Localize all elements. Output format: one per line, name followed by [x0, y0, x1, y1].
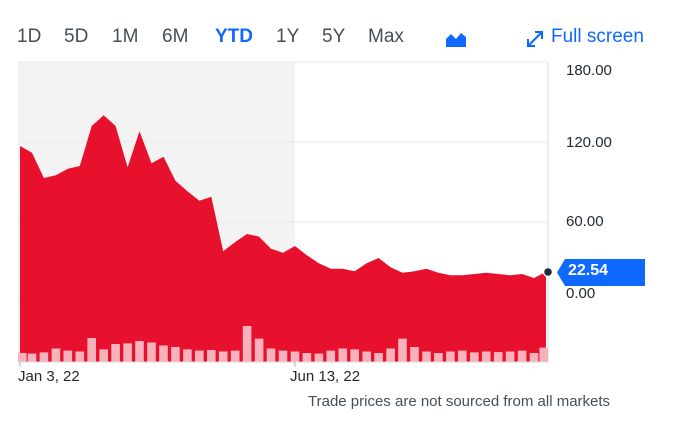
volume-bar	[326, 350, 336, 362]
volume-bar	[75, 351, 85, 362]
volume-bar	[171, 347, 180, 362]
volume-bar	[135, 341, 144, 362]
volume-bar	[51, 348, 61, 362]
current-price-marker	[542, 266, 554, 278]
volume-bar	[266, 348, 276, 362]
volume-bar	[254, 338, 264, 362]
volume-bar	[302, 353, 312, 362]
range-1d-button[interactable]: 1D	[17, 26, 42, 47]
range-5y-button[interactable]: 5Y	[322, 26, 346, 47]
x-tick-label: Jun 13, 22	[290, 368, 361, 385]
range-5d-button[interactable]: 5D	[64, 26, 89, 47]
y-tick-label: 120.00	[566, 134, 612, 151]
range-6m-button[interactable]: 6M	[162, 26, 189, 47]
volume-bar	[195, 350, 204, 362]
volume-bar	[505, 351, 515, 362]
range-1y-button[interactable]: 1Y	[276, 26, 300, 47]
range-max-button[interactable]: Max	[368, 26, 404, 47]
volume-bar	[434, 353, 443, 362]
volume-bar	[529, 353, 539, 362]
volume-bar	[278, 350, 288, 362]
volume-bar	[147, 342, 156, 362]
x-tick-label: Jan 3, 22	[18, 368, 80, 385]
volume-bar	[63, 350, 73, 362]
data-disclaimer: Trade prices are not sourced from all ma…	[308, 393, 611, 410]
volume-bar	[517, 350, 527, 362]
volume-bar	[111, 344, 120, 362]
volume-bar	[362, 351, 371, 362]
volume-bar	[87, 338, 96, 362]
volume-bar	[230, 350, 240, 362]
volume-bar	[458, 350, 467, 362]
range-selector: 1D 5D 1M 6M YTD 1Y 5Y Max Full screen	[0, 0, 676, 60]
volume-bar	[99, 349, 108, 362]
volume-bar	[422, 351, 431, 362]
volume-bar	[350, 349, 359, 362]
volume-bar	[398, 338, 407, 362]
volume-bar	[470, 352, 479, 362]
y-tick-label: 180.00	[566, 62, 612, 79]
volume-bar	[39, 352, 49, 362]
volume-bar	[290, 351, 300, 362]
volume-bar	[159, 345, 168, 362]
y-tick-label: 0.00	[566, 285, 596, 302]
volume-bar	[27, 353, 37, 362]
volume-bar	[242, 326, 252, 362]
volume-bar	[493, 352, 503, 362]
fullscreen-label: Full screen	[551, 26, 644, 47]
volume-bar	[386, 348, 395, 362]
volume-bar	[123, 343, 132, 362]
range-ytd-button[interactable]: YTD	[215, 26, 253, 47]
volume-bar	[218, 351, 228, 362]
volume-bar	[481, 351, 491, 362]
volume-bar	[539, 347, 548, 362]
volume-bar	[446, 351, 455, 362]
volume-bar	[374, 353, 383, 362]
volume-bar	[338, 348, 348, 362]
current-price-badge: 22.54	[557, 259, 645, 286]
volume-bar	[18, 353, 27, 362]
volume-bar	[314, 353, 324, 362]
volume-bar	[183, 349, 192, 362]
volume-bar	[410, 347, 419, 362]
price-area	[20, 115, 546, 362]
expand-arrows-icon	[526, 30, 544, 48]
volume-bar	[207, 350, 216, 362]
range-1m-button[interactable]: 1M	[112, 26, 139, 47]
y-tick-label: 60.00	[566, 213, 604, 230]
mountain-chart-icon[interactable]	[445, 30, 467, 48]
current-price-value: 22.54	[568, 262, 609, 279]
